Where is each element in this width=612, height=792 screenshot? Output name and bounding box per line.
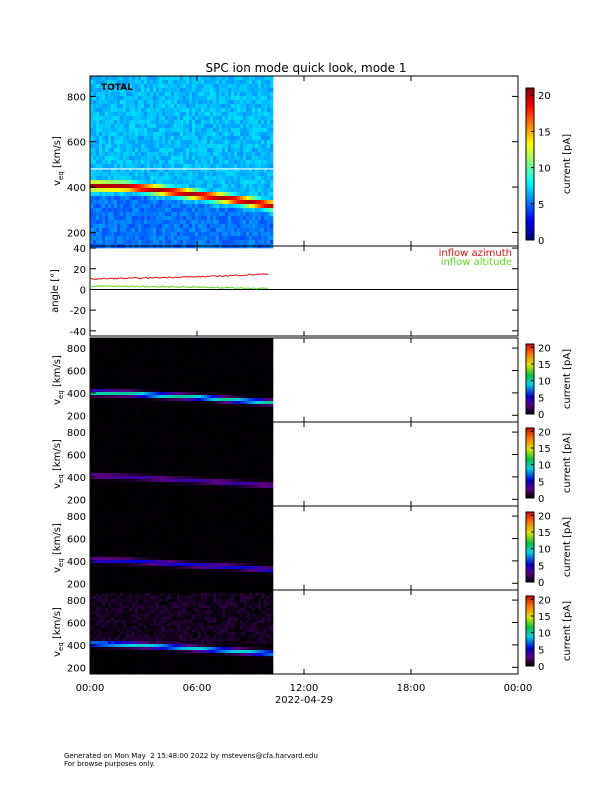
colorbar-tick-label: 20 bbox=[538, 91, 551, 102]
colorbar-tick-label: 0 bbox=[538, 236, 544, 247]
colorbar-tick-label: 10 bbox=[538, 461, 551, 472]
x-tick-label: 18:00 bbox=[397, 683, 426, 694]
y-tick-label: 200 bbox=[67, 663, 86, 674]
spectrogram-cup3 bbox=[90, 506, 274, 591]
colorbar-tick-label: 0 bbox=[538, 662, 544, 673]
colorbar-tick-label: 0 bbox=[538, 494, 544, 505]
y-tick-label: 20 bbox=[73, 265, 86, 276]
series-inflow-azimuth bbox=[89, 273, 269, 280]
colorbar-tick-label: 10 bbox=[538, 545, 551, 556]
y-tick-label: 400 bbox=[67, 183, 86, 194]
colorbar-tick-label: 5 bbox=[538, 561, 544, 572]
colorbar-tick-label: 15 bbox=[538, 127, 551, 138]
y-tick-label: -20 bbox=[70, 306, 86, 317]
x-tick-label: 12:00 bbox=[290, 683, 319, 694]
colorbar-total: 0 5 10 15 20 current [pA] bbox=[525, 87, 573, 247]
colorbar-label: current [pA] bbox=[562, 601, 573, 661]
y-tick-label: 600 bbox=[67, 534, 86, 545]
y-tick-label: 800 bbox=[67, 596, 86, 607]
colorbar-tick-label: 5 bbox=[538, 200, 544, 211]
colorbar-frame bbox=[525, 595, 535, 667]
footer-browse-line: For browse purposes only. bbox=[64, 760, 155, 768]
footer: Generated on Mon May 2 15:48:00 2022 by … bbox=[64, 752, 318, 768]
y-tick-label: 400 bbox=[67, 389, 86, 400]
y-tick-label: 800 bbox=[67, 512, 86, 523]
x-tick-label: 06:00 bbox=[183, 683, 212, 694]
y-tick-label: 200 bbox=[67, 228, 86, 239]
y-tick-label: 400 bbox=[67, 641, 86, 652]
y-tick-label: 200 bbox=[67, 579, 86, 590]
x-tick-label: 00:00 bbox=[76, 683, 105, 694]
colorbar-cup1: 0 5 10 15 20 current [pA] bbox=[525, 343, 573, 421]
colorbar-tick-label: 5 bbox=[538, 645, 544, 656]
colorbar-cup3: 0 5 10 15 20 current [pA] bbox=[525, 511, 573, 589]
colorbar-frame bbox=[525, 511, 535, 583]
y-axis-label-total: veq [km/s] bbox=[52, 136, 65, 186]
colorbar-tick-label: 20 bbox=[538, 595, 551, 606]
colorbar-tick-label: 15 bbox=[538, 444, 551, 455]
colorbar-tick-label: 10 bbox=[538, 164, 551, 175]
panel-total: TOTAL 200 400 600 800 veq [km/s] 0 5 10 15 20 curre… bbox=[52, 75, 573, 249]
colorbar-label: current [pA] bbox=[562, 134, 573, 194]
colorbar-tick-label: 15 bbox=[538, 528, 551, 539]
colorbar-tick-label: 10 bbox=[538, 377, 551, 388]
colorbar-tick-label: 5 bbox=[538, 477, 544, 488]
spectrogram-cup2 bbox=[90, 422, 274, 507]
y-tick-label: 200 bbox=[67, 411, 86, 422]
y-tick-label: 600 bbox=[67, 450, 86, 461]
footer-generated-line: Generated on Mon May 2 15:48:00 2022 by … bbox=[64, 752, 318, 760]
colorbar-tick-label: 10 bbox=[538, 629, 551, 640]
y-tick-label: 600 bbox=[67, 366, 86, 377]
y-tick-label: 200 bbox=[67, 495, 86, 506]
y-tick-label: 400 bbox=[67, 473, 86, 484]
x-axis: 00:00 06:00 12:00 18:00 00:00 2022-04-29 bbox=[76, 683, 533, 706]
colorbar-frame bbox=[525, 427, 535, 499]
legend-inflow-altitude: inflow altitude bbox=[441, 257, 512, 268]
y-axis-label-cup1: veq [km/s] bbox=[52, 355, 65, 405]
y-tick-label: 600 bbox=[67, 618, 86, 629]
y-tick-label: 600 bbox=[67, 138, 86, 149]
spectrogram-total bbox=[90, 76, 274, 249]
y-tick-label: 0 bbox=[80, 285, 86, 296]
colorbar-tick-label: 15 bbox=[538, 612, 551, 623]
chart-title: SPC ion mode quick look, mode 1 bbox=[206, 61, 407, 75]
x-date-label: 2022-04-29 bbox=[275, 695, 333, 706]
y-tick-label: 40 bbox=[73, 244, 86, 255]
colorbar-tick-label: 20 bbox=[538, 343, 551, 354]
colorbar-tick-label: 5 bbox=[538, 393, 544, 404]
y-tick-label: -40 bbox=[70, 327, 86, 338]
colorbar-frame bbox=[525, 87, 535, 241]
y-axis-label-angle: angle [°] bbox=[50, 269, 61, 313]
x-tick-label: 00:00 bbox=[504, 683, 533, 694]
colorbar-label: current [pA] bbox=[562, 349, 573, 409]
y-tick-label: 800 bbox=[67, 344, 86, 355]
colorbar-label: current [pA] bbox=[562, 433, 573, 493]
colorbar-label: current [pA] bbox=[562, 517, 573, 577]
colorbar-tick-label: 0 bbox=[538, 578, 544, 589]
colorbar-cup2: 0 5 10 15 20 current [pA] bbox=[525, 427, 573, 505]
colorbar-tick-label: 15 bbox=[538, 360, 551, 371]
y-axis-label-cup4: veq [km/s] bbox=[52, 607, 65, 657]
y-tick-label: 400 bbox=[67, 557, 86, 568]
colorbar-cup4: 0 5 10 15 20 current [pA] bbox=[525, 595, 573, 673]
y-axis-label-cup2: veq [km/s] bbox=[52, 439, 65, 489]
y-tick-label: 800 bbox=[67, 428, 86, 439]
colorbar-tick-label: 20 bbox=[538, 427, 551, 438]
spectrogram-cup4 bbox=[90, 590, 274, 675]
spectrogram-cup1 bbox=[90, 338, 274, 423]
y-tick-label: 800 bbox=[67, 92, 86, 103]
colorbar-tick-label: 20 bbox=[538, 511, 551, 522]
colorbar-frame bbox=[525, 343, 535, 415]
colorbar-tick-label: 0 bbox=[538, 410, 544, 421]
y-axis-label-cup3: veq [km/s] bbox=[52, 523, 65, 573]
series-inflow-altitude bbox=[89, 285, 269, 290]
legend-inflow-azimuth: inflow azimuth bbox=[439, 248, 512, 259]
panel-label-total: TOTAL bbox=[101, 83, 133, 93]
